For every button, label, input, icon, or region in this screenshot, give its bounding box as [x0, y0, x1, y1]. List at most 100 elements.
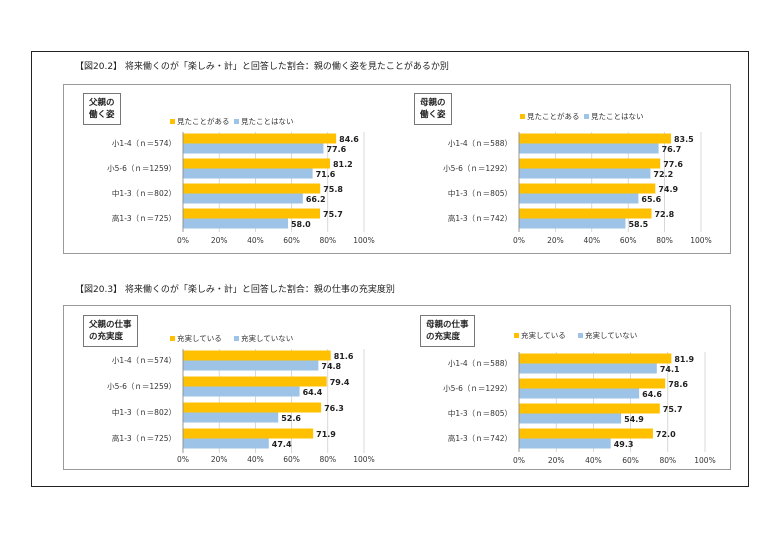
x-tick-label: 80% — [319, 236, 336, 245]
bar-series-2 — [519, 413, 622, 424]
category-label: 小5-6（ｎ＝1292） — [443, 164, 512, 173]
x-tick-label: 40% — [583, 236, 600, 245]
x-tick-label: 0% — [177, 236, 189, 245]
x-tick-label: 60% — [622, 456, 639, 465]
bar-series-1 — [183, 158, 330, 169]
bar-series-2 — [519, 363, 657, 374]
data-label: 58.0 — [291, 220, 311, 229]
data-label: 76.7 — [662, 145, 682, 154]
bar-series-1 — [183, 133, 337, 144]
bar-series-2 — [519, 438, 611, 449]
x-tick-label: 100% — [694, 456, 715, 465]
category-label: 中1-3（ｎ＝805） — [448, 188, 512, 198]
category-label: 小1-4（ｎ＝574） — [112, 356, 176, 365]
bar-series-2 — [183, 412, 279, 423]
bar-series-1 — [183, 428, 314, 439]
bar-series-2 — [183, 386, 300, 397]
section-title-fig20-2: 【図20.2】 将来働くのが「楽しみ・計」と回答した割合：親の働く姿を見たことが… — [75, 62, 449, 72]
category-label: 高1-3（ｎ＝742） — [448, 433, 512, 443]
data-label: 79.4 — [330, 378, 350, 387]
x-tick-label: 80% — [659, 456, 676, 465]
group-label-mother-seen: 母親の 働く姿 — [414, 93, 452, 125]
bar-series-1 — [519, 428, 653, 439]
data-label: 81.2 — [333, 160, 353, 169]
x-tick-label: 40% — [585, 456, 602, 465]
x-tick-label: 0% — [177, 455, 189, 464]
x-tick-label: 20% — [211, 455, 228, 464]
data-label: 64.6 — [642, 390, 662, 399]
bar-series-2 — [183, 438, 269, 449]
category-label: 中1-3（ｎ＝802） — [112, 407, 176, 417]
x-tick-label: 100% — [353, 455, 374, 464]
legend-label-1: 充実している — [521, 330, 566, 340]
x-tick-label: 0% — [513, 236, 525, 245]
bar-series-2 — [519, 143, 659, 154]
category-label: 小5-6（ｎ＝1292） — [443, 384, 512, 393]
x-tick-label: 20% — [547, 236, 564, 245]
legend-label-2: 充実していない — [585, 330, 637, 340]
legend-label-1: 見たことがある — [177, 116, 230, 126]
group-label-mother-fulfillment: 母親の仕事 の充実度 — [420, 315, 475, 347]
category-label: 小5-6（ｎ＝1259） — [107, 382, 176, 391]
bar-series-1 — [519, 403, 660, 414]
category-label: 中1-3（ｎ＝802） — [112, 188, 176, 198]
data-label: 75.7 — [663, 405, 683, 414]
x-tick-label: 80% — [656, 236, 673, 245]
data-label: 47.4 — [272, 440, 292, 449]
category-label: 小1-4（ｎ＝588） — [448, 359, 512, 368]
data-label: 75.8 — [323, 185, 343, 194]
x-tick-label: 20% — [548, 456, 565, 465]
x-tick-label: 20% — [211, 236, 228, 245]
bar-series-1 — [519, 133, 671, 144]
data-label: 65.6 — [641, 195, 661, 204]
data-label: 81.6 — [334, 352, 354, 361]
x-tick-label: 60% — [283, 236, 300, 245]
data-label: 52.6 — [281, 414, 301, 423]
data-label: 77.6 — [663, 160, 683, 169]
bar-series-2 — [183, 168, 313, 179]
bar-series-1 — [519, 353, 672, 364]
bar-series-1 — [519, 183, 656, 194]
data-label: 74.9 — [658, 185, 678, 194]
data-label: 83.5 — [674, 135, 694, 144]
data-label: 72.0 — [656, 430, 676, 439]
x-tick-label: 40% — [247, 455, 264, 464]
bar-series-2 — [183, 360, 319, 371]
data-label: 49.3 — [614, 440, 634, 449]
x-tick-label: 80% — [319, 455, 336, 464]
bar-series-1 — [183, 208, 321, 219]
legend-swatch-2 — [234, 119, 239, 124]
category-label: 高1-3（ｎ＝725） — [112, 433, 176, 443]
data-label: 54.9 — [624, 415, 644, 424]
data-label: 76.3 — [324, 404, 344, 413]
figure-frame — [31, 51, 749, 487]
bar-series-1 — [183, 350, 331, 361]
category-label: 高1-3（ｎ＝725） — [112, 213, 176, 223]
legend-swatch-1 — [170, 119, 175, 124]
bar-series-1 — [519, 208, 652, 219]
legend-swatch-1 — [514, 333, 519, 338]
data-label: 78.6 — [668, 380, 688, 389]
legend-swatch-2 — [234, 336, 239, 341]
category-label: 小1-4（ｎ＝588） — [448, 139, 512, 148]
category-label: 中1-3（ｎ＝805） — [448, 408, 512, 418]
data-label: 72.8 — [654, 210, 674, 219]
x-tick-label: 100% — [353, 236, 374, 245]
legend-label-2: 充実していない — [241, 333, 293, 343]
bar-series-1 — [519, 158, 661, 169]
legend-label-1: 見たことがある — [527, 111, 580, 121]
category-label: 高1-3（ｎ＝742） — [448, 213, 512, 223]
data-label: 74.8 — [321, 362, 341, 371]
data-label: 66.2 — [306, 195, 326, 204]
data-label: 84.6 — [339, 135, 359, 144]
legend-swatch-2 — [578, 333, 583, 338]
category-label: 小5-6（ｎ＝1259） — [107, 164, 176, 173]
x-tick-label: 40% — [247, 236, 264, 245]
data-label: 72.2 — [653, 170, 673, 179]
x-tick-label: 60% — [283, 455, 300, 464]
bar-series-2 — [519, 168, 651, 179]
data-label: 71.9 — [316, 430, 336, 439]
